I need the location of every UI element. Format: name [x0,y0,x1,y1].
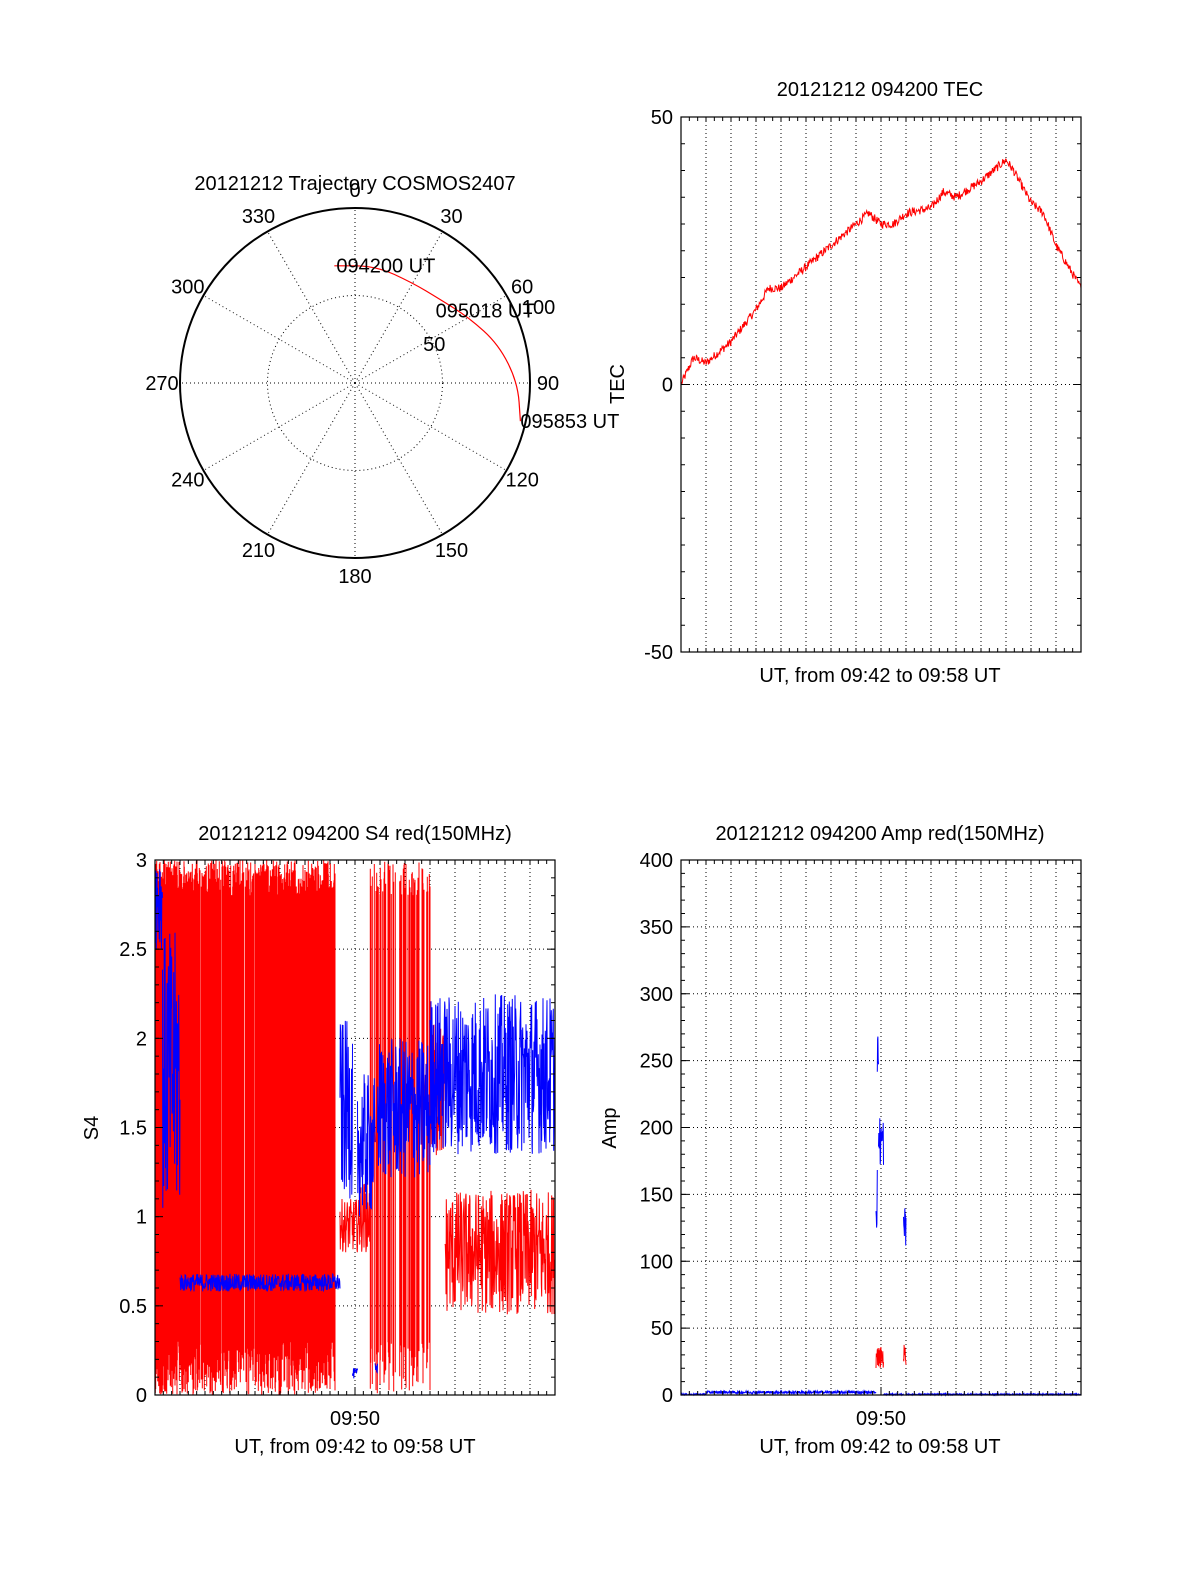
y-tick-label: -50 [644,642,673,664]
polar-azimuth-label: 210 [242,540,275,562]
amp-ticks: 0 50 100 150 200 250 300 350 400 09:50 [640,850,1081,1430]
amp-panel: 20121212 094200 Amp red(150MHz) 0 50 100 15… [599,823,1082,1458]
polar-outer-circle [179,207,531,559]
polar-azimuth-label: 120 [505,470,538,492]
polar-azimuth-label: 90 [537,373,559,395]
y-tick-label: 3 [136,850,147,872]
polar-azimuth-label: 30 [440,206,462,228]
polar-azimuth-labels: 0 30 60 90 120 150 180 210 240 270 300 330 [145,180,559,588]
s4-ylabel: S4 [81,1116,103,1140]
polar-azimuth-label: 240 [171,470,204,492]
y-tick-label: 2 [136,1028,147,1050]
s4-title: 20121212 094200 S4 red(150MHz) [198,823,512,845]
polar-radius-labels: 50 100 [423,297,555,356]
y-tick-label: 50 [651,1318,673,1340]
tec-ticks: -50 0 50 [644,107,1081,664]
y-tick-label: 100 [640,1251,673,1273]
polar-azimuth-label: 330 [242,206,275,228]
polar-azimuth-label: 60 [511,277,533,299]
polar-spoke [354,231,443,384]
tec-xlabel: UT, from 09:42 to 09:58 UT [759,665,1000,687]
y-tick-label: 0 [662,1385,673,1407]
polar-spoke [267,231,356,384]
y-tick-label: 2.5 [119,939,147,961]
x-tick-label: 09:50 [856,1408,906,1430]
y-tick-label: 50 [651,107,673,129]
polar-azimuth-label: 180 [338,566,371,588]
y-tick-label: 0 [136,1385,147,1407]
s4-panel: 20121212 094200 S4 red(150MHz) 0 0.5 1 1.5 2… [81,823,556,1458]
polar-title: 20121212 Trajectory COSMOS2407 [194,173,515,195]
y-tick-label: 400 [640,850,673,872]
y-tick-label: 200 [640,1118,673,1140]
y-tick-label: 350 [640,917,673,939]
polar-azimuth-label: 270 [145,373,178,395]
y-tick-label: 250 [640,1051,673,1073]
tec-title: 20121212 094200 TEC [777,79,983,101]
polar-radius-label: 50 [423,334,445,356]
amp-title: 20121212 094200 Amp red(150MHz) [715,823,1044,845]
y-tick-label: 0 [662,375,673,397]
y-tick-label: 150 [640,1184,673,1206]
polar-panel: 20121212 Trajectory COSMOS2407 0 30 60 90 12… [145,173,619,588]
x-tick-label: 09:50 [330,1408,380,1430]
y-tick-label: 0.5 [119,1296,147,1318]
polar-time-label: 095018 UT [436,300,535,322]
tec-grid [681,117,1081,652]
tec-line [680,158,1082,385]
polar-azimuth-label: 150 [435,540,468,562]
polar-time-label: 095853 UT [520,411,619,433]
polar-spoke [354,382,507,471]
polar-radius-label: 100 [522,297,555,319]
series-blue-line [154,869,556,1379]
amp-ylabel: Amp [599,1107,621,1148]
y-tick-label: 300 [640,984,673,1006]
series-blue-line [680,1036,1082,1397]
polar-spoke [267,382,356,535]
amp-series [680,1036,1082,1397]
polar-time-label: 094200 UT [336,255,435,277]
polar-inner-circle [267,295,443,471]
series-red-line [875,1344,907,1369]
s4-xlabel: UT, from 09:42 to 09:58 UT [234,1436,475,1458]
polar-spoke [354,382,443,535]
tec-panel: 20121212 094200 TEC -50 0 50 UT, from 09:4… [607,79,1082,687]
y-tick-label: 1 [136,1207,147,1229]
polar-azimuth-label: 0 [349,180,360,202]
polar-trajectory-line [334,265,521,422]
tec-ylabel: TEC [607,364,629,404]
polar-grid [179,207,531,559]
s4-ticks: 0 0.5 1 1.5 2 2.5 3 09:50 [119,850,555,1430]
amp-xlabel: UT, from 09:42 to 09:58 UT [759,1436,1000,1458]
y-tick-label: 1.5 [119,1118,147,1140]
polar-azimuth-label: 300 [171,277,204,299]
tec-series [680,158,1082,385]
amp-grid [681,859,1081,1396]
polar-annotations: 094200 UT 095018 UT 095853 UT [336,255,619,433]
polar-trajectory [334,265,521,422]
